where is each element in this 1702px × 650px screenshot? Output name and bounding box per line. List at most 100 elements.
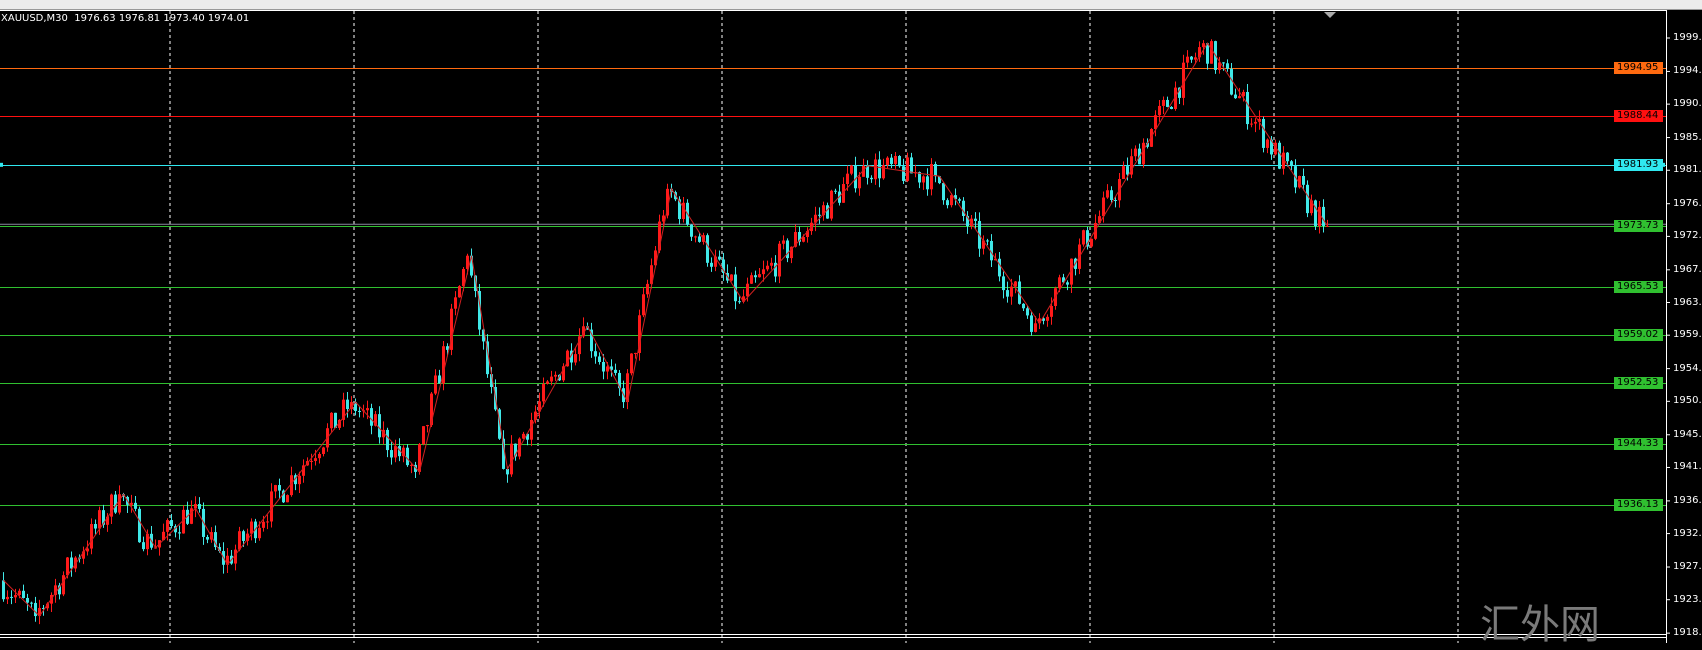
candle-body [310, 460, 313, 462]
candle-body [454, 297, 457, 309]
axis-tick-label: 1950.10 [1673, 395, 1702, 407]
axis-tick-label: 1994.50 [1673, 65, 1702, 77]
level-price-label: 1988.44 [1614, 110, 1663, 123]
candle-body [166, 520, 169, 532]
candle-body [1318, 206, 1321, 227]
axis-tick-label: 1959.00 [1673, 329, 1702, 341]
candle-body [874, 159, 877, 180]
candle-body [2, 580, 5, 600]
candle-body [394, 446, 397, 458]
candle-body [442, 346, 445, 384]
candle-body [110, 494, 113, 517]
candle-body [1142, 142, 1145, 165]
candle-body [214, 532, 217, 548]
candle-body [30, 602, 33, 604]
candle-body [1110, 190, 1113, 200]
candle-body [422, 426, 425, 445]
candle-body [1286, 152, 1289, 162]
candle-body [502, 438, 505, 469]
candle-body [378, 414, 381, 438]
candle-body [138, 508, 141, 543]
axis-tick-label: 1941.20 [1673, 461, 1702, 473]
candle-body [818, 214, 821, 216]
level-price-label: 1936.13 [1614, 499, 1663, 512]
candle-body [22, 590, 25, 598]
candle-body [286, 495, 289, 503]
candle-body [618, 372, 621, 389]
candle-body [250, 521, 253, 534]
candle-body [346, 399, 349, 410]
candle-body [974, 218, 977, 221]
candle-body [550, 376, 553, 382]
candle-body [834, 190, 837, 192]
candle-body [274, 485, 277, 492]
candle-body [626, 373, 629, 403]
candle-body [722, 259, 725, 273]
candle-body [1086, 230, 1089, 247]
candle-body [458, 286, 461, 298]
candle-body [1058, 277, 1061, 289]
candle-body [46, 603, 49, 609]
candle-body [862, 165, 865, 177]
candle-body [694, 236, 697, 238]
candle-body [554, 374, 557, 377]
candle-body [38, 607, 41, 617]
level-price-label: 1959.02 [1614, 329, 1663, 342]
candle-body [238, 531, 241, 550]
candle-body [922, 176, 925, 183]
candle-body [434, 375, 437, 394]
axis-tick-label: 1976.70 [1673, 197, 1702, 209]
candle-body [1246, 91, 1249, 125]
candle-body [350, 402, 353, 410]
candle-body [522, 433, 525, 439]
candle-body [26, 597, 29, 603]
candle-body [1102, 197, 1105, 217]
candle-body [802, 237, 805, 242]
level-price-label: 1944.33 [1614, 438, 1663, 451]
candle-body [730, 274, 733, 281]
candle-body [1278, 142, 1281, 169]
candle-body [1146, 142, 1149, 147]
candle-body [946, 200, 949, 206]
candle-body [806, 231, 809, 238]
candle-body [118, 494, 121, 513]
candle-body [902, 166, 905, 181]
candle-body [1194, 57, 1197, 60]
candle-body [206, 536, 209, 540]
candle-body [1322, 206, 1325, 226]
candle-body [578, 336, 581, 355]
candle-body [770, 262, 773, 266]
symbol-name: XAUUSD,M30 [1, 13, 68, 24]
candle-body [82, 551, 85, 559]
axis-tick-label: 1923.40 [1673, 593, 1702, 605]
candle-body [58, 585, 61, 595]
candle-body [406, 447, 409, 466]
candle-body [710, 262, 713, 267]
candle-body [178, 532, 181, 534]
candle-body [562, 366, 565, 381]
candle-body [258, 527, 261, 539]
candle-body [774, 262, 777, 277]
candle-body [1082, 230, 1085, 245]
level-price-label: 1973.73 [1614, 219, 1663, 232]
candle-body [950, 195, 953, 206]
candle-body [850, 165, 853, 174]
candle-body [662, 215, 665, 222]
candle-body [1186, 56, 1189, 63]
candle-body [478, 291, 481, 330]
candle-body [1226, 63, 1229, 69]
candle-body [270, 491, 273, 522]
candle-body [1230, 68, 1233, 95]
axis-tick-label: 1963.40 [1673, 296, 1702, 308]
candle-body [678, 199, 681, 219]
candle-body [1206, 43, 1209, 64]
candle-body [1262, 118, 1265, 148]
candle-body [542, 383, 545, 402]
candle-body [14, 594, 17, 598]
candle-body [546, 381, 549, 384]
candle-body [590, 329, 593, 352]
candle-body [882, 165, 885, 179]
candle-body [1314, 200, 1317, 227]
candle-body [266, 521, 269, 523]
